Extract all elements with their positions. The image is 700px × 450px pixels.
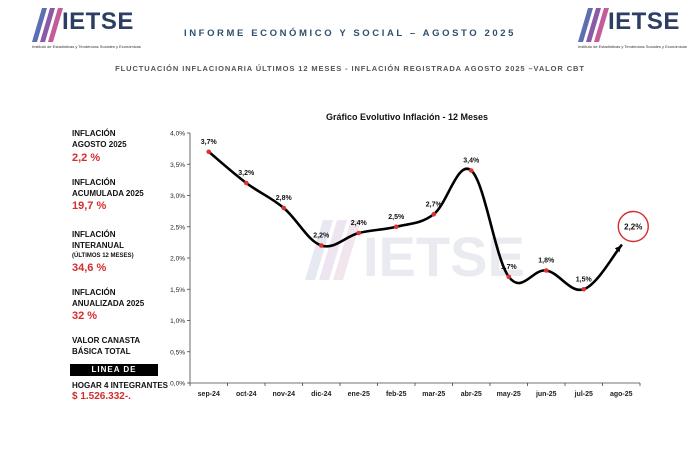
data-point [506,274,512,280]
x-tick-label: jul-25 [574,391,593,398]
x-tick-label: feb-25 [386,391,407,398]
y-tick-label: 1,5% [170,287,185,294]
inflacion-anualizada-label: INFLACIÓN ANUALIZADA 2025 [72,287,144,309]
report-title: INFORME ECONÓMICO Y SOCIAL – AGOSTO 2025 [183,28,517,39]
brand-tagline: Instituto de Estadísticas y Tendencias S… [32,44,141,49]
data-label: 1,7% [501,264,518,271]
data-label: 1,5% [576,276,593,283]
ietse-logo-mark-icon [578,8,609,42]
data-point [393,224,399,230]
data-point [281,205,287,211]
x-tick-label: may-25 [497,391,521,398]
data-point [543,268,549,273]
data-point [468,168,474,173]
inflacion-interanual-value: 34,6 % [72,262,107,274]
hogar-value: $ 1.526.332-. [72,391,131,402]
trend-arrow-icon [614,245,622,253]
label-line: BÁSICA TOTAL [72,347,131,356]
highlight-circle [617,210,649,243]
x-tick-label: abr-25 [461,391,482,398]
data-label: 2,5% [388,214,405,221]
y-tick-label: 3,5% [170,162,185,169]
x-tick-label: dic-24 [311,391,331,398]
watermark: IETSE [305,220,525,288]
y-tick-label: 3,0% [170,193,185,200]
label-line: (ÚLTIMOS 12 MESES) [72,253,134,259]
chart-marks: 3,7% 3,2% 2,8% 2,2% 2,4% 2,5% 2,7% 3,4% 1,7% 1,8%… [201,139,649,292]
brand-name: IETSE [62,8,134,35]
label-line: INFLACIÓN [72,230,116,239]
inflacion-mes-value: 2,2 % [72,152,101,164]
label-line: INFLACIÓN [72,178,116,187]
brand-name: IETSE [608,8,680,35]
inflacion-acumulada-value: 19,7 % [72,200,107,212]
y-tick-label: 1,0% [170,318,185,325]
data-label: 2,7% [426,201,443,208]
data-label: 3,7% [201,139,218,146]
inflacion-mes-label: INFLACIÓN AGOSTO 2025 [72,128,127,150]
data-label: 1,8% [538,258,555,265]
data-point [581,286,587,292]
x-tick-label: nov-24 [272,391,295,398]
hogar-label: HOGAR 4 INTEGRANTES [72,381,169,390]
ietse-logo-mark-icon [32,8,63,42]
ietse-logo-right: IETSE Instituto de Estadísticas y Tenden… [574,2,687,54]
ietse-logo-left: IETSE Instituto de Estadísticas y Tenden… [28,2,141,54]
brand-tagline: Instituto de Estadísticas y Tendencias S… [578,44,687,49]
data-label: 2,8% [276,195,293,202]
watermark-stripe [319,220,347,280]
inflacion-anualizada-value: 32 % [72,310,98,322]
y-tick-label: 0,0% [170,381,185,388]
label-line: VALOR CANASTA [72,336,141,345]
label-line: ANUALIZADA 2025 [72,299,145,308]
data-label: 2,4% [351,220,368,227]
watermark-stripe [305,220,333,280]
report-subtitle: FLUCTUACIÓN INFLACIONARIA ÚLTIMOS 12 MES… [115,64,585,73]
data-point [206,149,212,155]
x-tick-label: mar-25 [422,391,445,398]
watermark-text: IETSE [363,225,525,288]
x-tick-label: oct-24 [236,391,257,398]
y-tick-label: 0,5% [170,349,185,356]
y-tick-label: 4,0% [170,131,185,138]
data-point [356,230,362,236]
chart-axes: 0,0% 0,5% 1,0% 1,5% 2,0% 2,5% 3,0% 3,5% 4,0% sep-… [170,131,641,398]
label-line: INTERANUAL [72,241,124,250]
data-point [318,243,324,248]
label-line: INFLACIÓN [72,288,116,297]
x-tick-label: sep-24 [198,391,220,398]
data-point [243,180,249,186]
data-label: 2,2% [313,233,330,240]
label-line: INFLACIÓN [72,129,116,138]
data-point [431,211,437,217]
label-line: ACUMULADA 2025 [72,189,144,198]
data-label: 2,2% [624,223,642,232]
inflacion-acumulada-label: INFLACIÓN ACUMULADA 2025 [72,177,144,199]
chart-title: Gráfico Evolutivo Inflación - 12 Meses [326,112,488,122]
data-label: 3,4% [463,158,480,165]
y-tick-label: 2,0% [170,256,185,263]
x-tick-label: ene-25 [348,391,370,398]
linea-pobreza-badge: LINEA DE POBREZA [70,364,158,386]
y-tick-label: 2,5% [170,224,185,231]
x-tick-label: ago-25 [610,391,633,398]
data-label: 3,2% [238,170,255,177]
canasta-basica-label: VALOR CANASTA BÁSICA TOTAL [72,335,140,357]
inflacion-interanual-label: INFLACIÓN INTERANUAL (ÚLTIMOS 12 MESES) [72,229,134,262]
label-line: AGOSTO 2025 [72,140,127,149]
x-tick-label: jun-25 [535,391,557,398]
